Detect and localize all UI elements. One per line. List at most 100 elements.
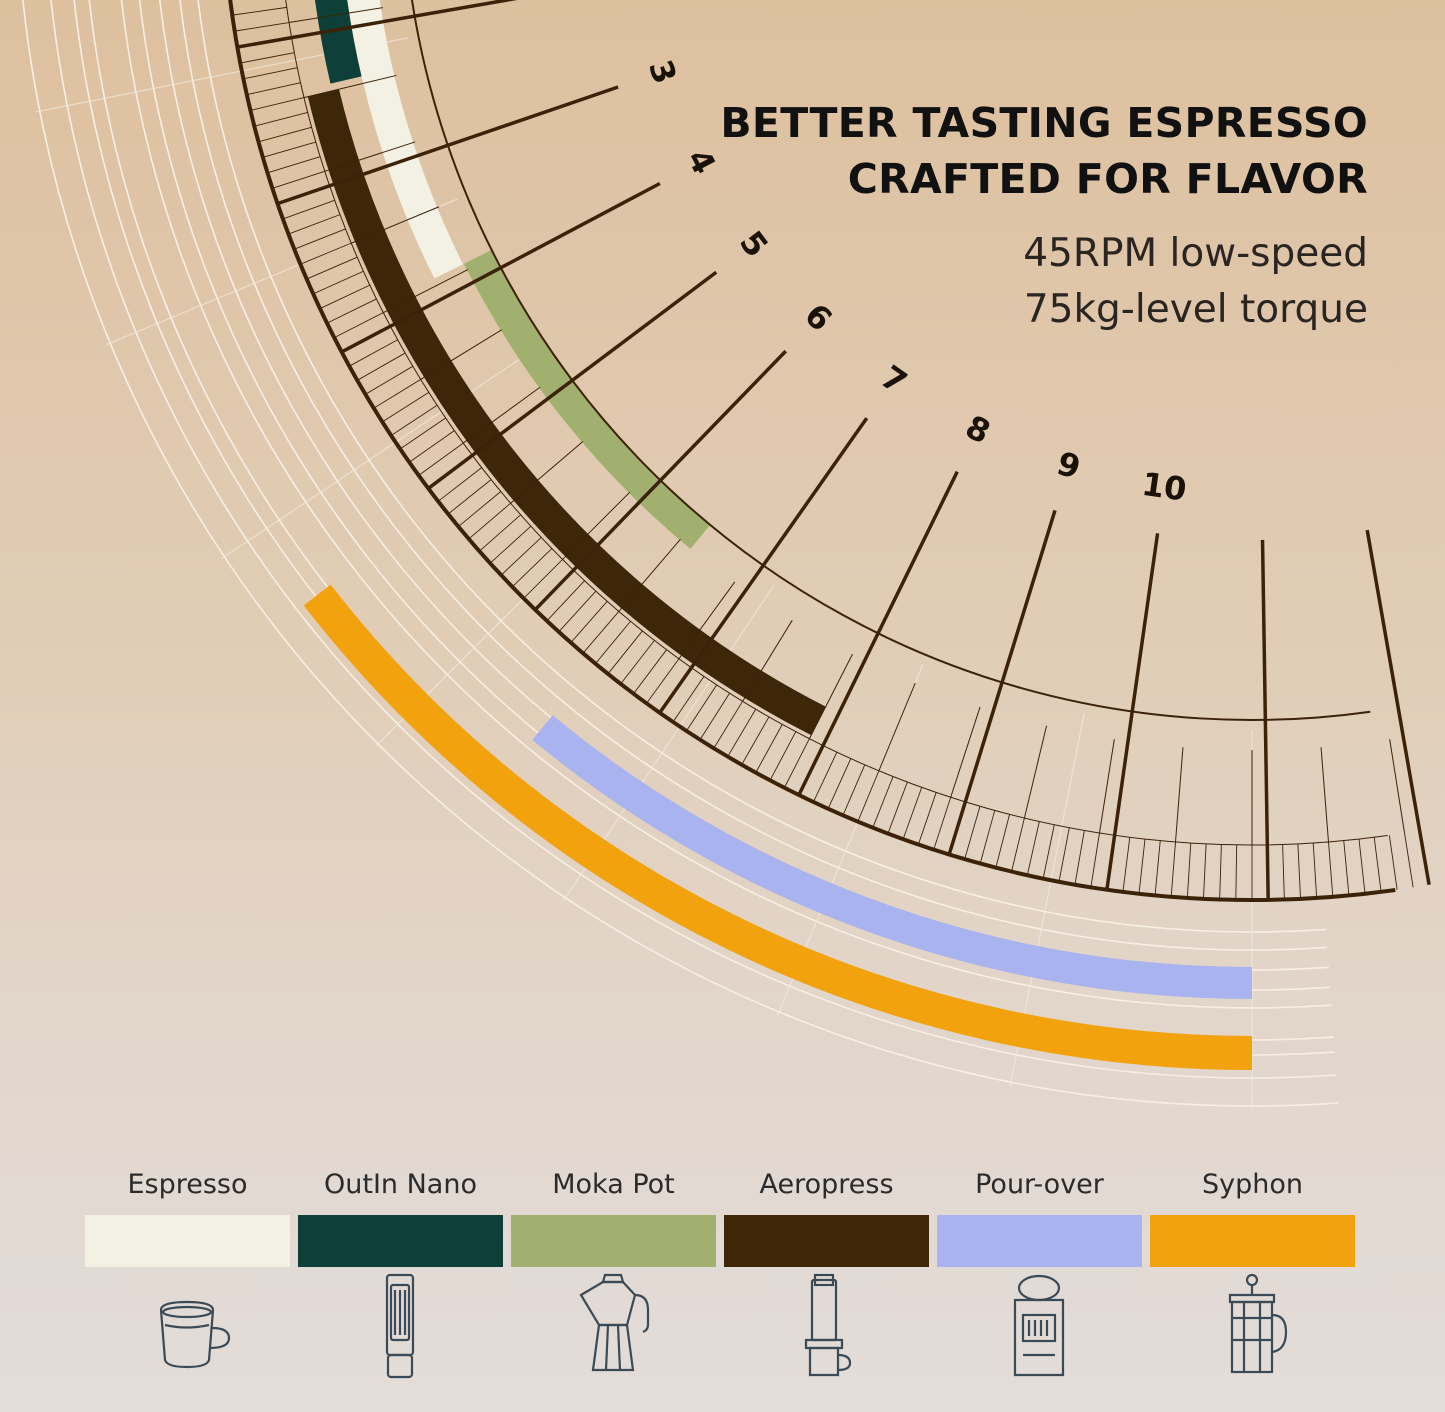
medium-tick [878, 682, 916, 771]
fine-tick [887, 781, 908, 834]
legend-swatch-aeropress [724, 1215, 929, 1267]
moka-pot-icon [579, 1273, 650, 1372]
legend-item-outin-nano: OutIn Nano [298, 1165, 503, 1395]
band-moka-pot [463, 249, 711, 549]
fine-tick [857, 770, 880, 822]
legend-label-aeropress: Aeropress [759, 1169, 894, 1200]
fine-tick [741, 716, 770, 765]
fine-tick [373, 379, 421, 409]
medium-tick [510, 441, 584, 504]
fine-tick [300, 242, 352, 265]
fine-tick [267, 156, 321, 174]
medium-tick [808, 653, 853, 739]
fine-tick [595, 620, 631, 664]
headline-line-2: CRAFTED FOR FLAVOR [847, 155, 1368, 203]
major-tick-8 [797, 470, 959, 796]
fine-tick [699, 692, 730, 740]
legend-label-pour-over: Pour-over [975, 1169, 1104, 1200]
fine-tick [872, 776, 894, 828]
major-tick-7 [658, 417, 869, 714]
fine-tick [995, 814, 1010, 868]
band-outin-nano [315, 0, 362, 84]
fine-tick [1154, 840, 1161, 896]
portable-espresso-maker-icon [385, 1273, 415, 1379]
band-aeropress [307, 89, 826, 736]
medium-tick [562, 491, 631, 560]
fine-tick [357, 352, 406, 381]
dial-number-6: 6 [797, 296, 839, 339]
medium-tick [324, 141, 416, 172]
fine-tick [1343, 840, 1350, 896]
fine-tick [570, 601, 608, 643]
medium-tick [1098, 739, 1115, 834]
dial-scale [228, 0, 1431, 902]
dial-number-7: 7 [874, 358, 914, 402]
fine-tick [1404, 832, 1414, 888]
medium-tick [420, 329, 502, 380]
fine-tick [437, 467, 482, 502]
fine-tick [246, 82, 301, 96]
fine-tick [1026, 821, 1040, 876]
dial-number-10: 10 [1139, 465, 1188, 509]
band-divider [220, 347, 538, 560]
fine-tick [979, 810, 996, 864]
legend-item-espresso: Espresso [85, 1165, 290, 1395]
fine-tick [646, 658, 680, 704]
torque-spec: 75kg-level torque [1023, 287, 1368, 332]
band-espresso [347, 0, 464, 279]
guide-ring-8 [22, 0, 1339, 1107]
fine-tick [306, 256, 358, 280]
fine-tick [727, 708, 757, 757]
fine-tick [1090, 832, 1100, 888]
medium-tick [303, 74, 397, 99]
major-tick-3 [276, 85, 619, 206]
guide-ring-0 [197, 0, 1327, 933]
fine-tick [1011, 817, 1025, 872]
fine-tick [234, 22, 290, 32]
fine-tick [1203, 843, 1207, 899]
fine-tick [489, 525, 532, 564]
fine-tick [902, 787, 923, 840]
fine-tick [447, 479, 492, 515]
fine-tick [1170, 841, 1176, 897]
guide-ring-7 [50, 0, 1337, 1079]
fine-tick [827, 758, 852, 809]
legend-item-pour-over: Pour-over [937, 1165, 1142, 1395]
scale-mid-arc [285, 0, 1388, 846]
legend-swatch-pour-over [937, 1215, 1142, 1267]
fine-tick [1282, 844, 1285, 900]
fine-tick [1388, 835, 1398, 890]
dial-number-5: 5 [732, 224, 776, 265]
fine-tick [479, 514, 521, 552]
fine-tick [262, 141, 316, 158]
fine-tick [1219, 844, 1222, 900]
fine-tick [512, 548, 553, 588]
medium-tick [742, 620, 793, 702]
fine-tick [582, 611, 620, 654]
medium-tick [1023, 725, 1048, 819]
legend-label-syphon: Syphon [1202, 1169, 1303, 1200]
fine-tick [917, 792, 937, 845]
fine-tick [1312, 843, 1318, 898]
fine-tick [686, 684, 718, 732]
fine-tick [523, 559, 563, 599]
major-tick-extra [1260, 539, 1270, 900]
fine-tick [1074, 830, 1085, 885]
major-tick-9 [947, 509, 1057, 855]
major-tick-6 [533, 349, 787, 611]
fine-tick [288, 214, 341, 235]
fine-tick [1297, 843, 1301, 899]
medium-tick [462, 386, 541, 444]
fine-tick [334, 312, 384, 339]
medium-tick [383, 269, 469, 314]
fine-tick [1058, 827, 1070, 882]
fine-tick [294, 228, 346, 250]
fine-tick [349, 339, 398, 367]
fine-tick [232, 6, 287, 16]
dial-number-9: 9 [1053, 444, 1085, 487]
fine-tick [607, 630, 643, 675]
fine-tick [1042, 824, 1055, 879]
fine-tick [1122, 837, 1131, 892]
fine-tick [713, 701, 743, 749]
